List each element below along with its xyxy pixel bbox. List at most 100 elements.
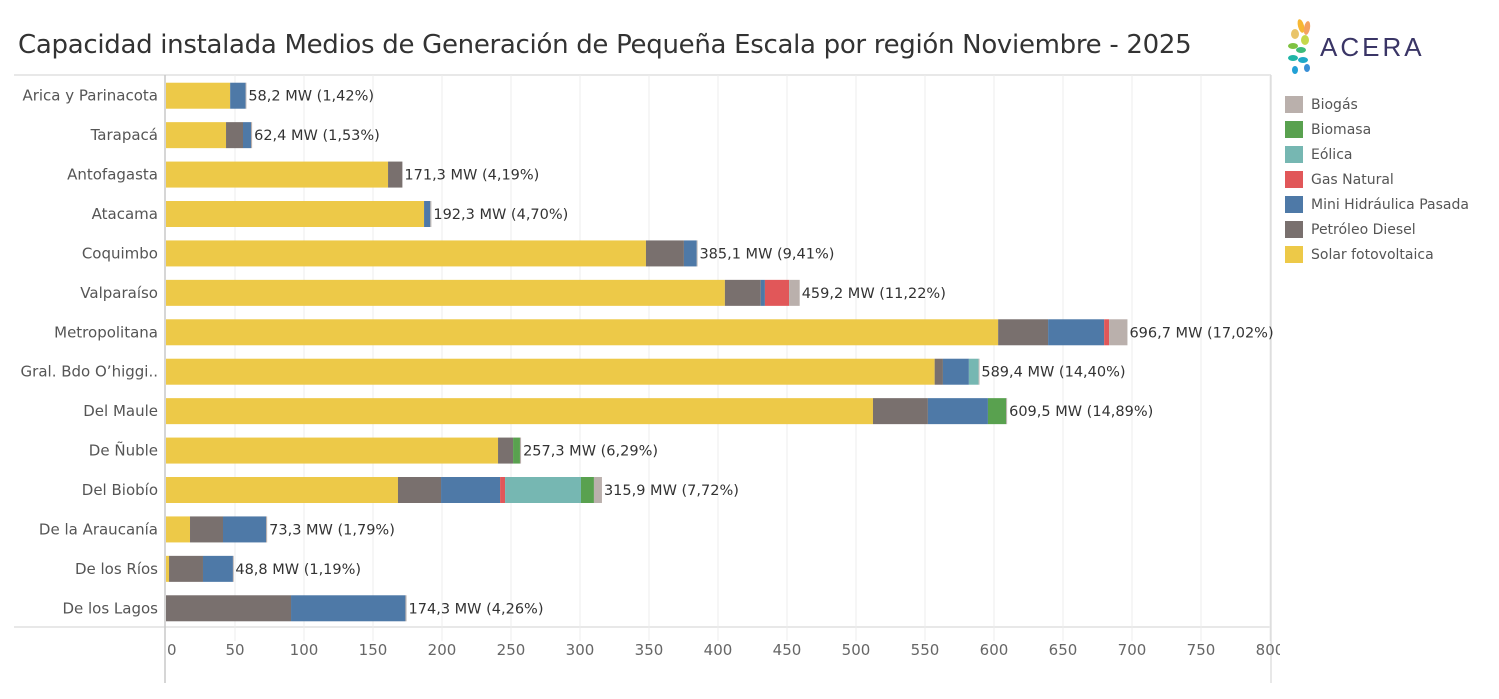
bar-segment-solar-fotovoltaica[interactable] (166, 279, 725, 306)
bar-segment-gas-natural[interactable] (1104, 319, 1110, 346)
bar-segment-mini-hidr-ulica-pasada[interactable] (1048, 319, 1105, 346)
data-label: 315,9 MW (7,72%) (604, 483, 739, 499)
bar-segment-biog-s[interactable] (430, 201, 432, 227)
bar-segment-petr-leo-diesel[interactable] (724, 279, 761, 306)
legend-label: Petróleo Diesel (1311, 221, 1416, 238)
bar-segment-petr-leo-diesel[interactable] (166, 595, 292, 622)
bar-segment-biog-s[interactable] (593, 477, 602, 503)
legend-item[interactable]: Gas Natural (1285, 167, 1469, 192)
acera-logo-text: ACERA (1320, 32, 1425, 62)
legend-item[interactable]: Biogás (1285, 92, 1469, 117)
x-tick-label: 250 (497, 641, 526, 659)
x-tick-label: 800 (1256, 641, 1280, 659)
chart-title: Capacidad instalada Medios de Generación… (18, 30, 1192, 60)
legend-label: Gas Natural (1311, 171, 1394, 188)
row-label: Gral. Bdo O’higgi.. (21, 363, 158, 381)
x-tick-label: 700 (1118, 641, 1147, 659)
legend-label: Biomasa (1311, 121, 1372, 138)
bar-segment-mini-hidr-ulica-pasada[interactable] (291, 595, 406, 622)
x-tick-label: 50 (225, 641, 244, 659)
bar-segment-petr-leo-diesel[interactable] (226, 122, 244, 149)
bar-segment-biog-s[interactable] (232, 555, 234, 582)
grid-lines (14, 74, 1272, 683)
bar-segment-biog-s[interactable] (519, 437, 522, 464)
bar-segment-petr-leo-diesel[interactable] (872, 398, 928, 425)
bar-segment-gas-natural[interactable] (500, 477, 506, 503)
data-label: 58,2 MW (1,42%) (248, 89, 374, 105)
bar-segment-mini-hidr-ulica-pasada[interactable] (927, 398, 988, 425)
bar-segment-biog-s[interactable] (696, 240, 698, 267)
x-tick-label: 600 (980, 641, 1009, 659)
bar-segment-petr-leo-diesel[interactable] (498, 437, 514, 464)
legend-swatch (1285, 96, 1303, 113)
bar-segment-petr-leo-diesel[interactable] (934, 358, 943, 385)
bar-segment-solar-fotovoltaica[interactable] (166, 477, 398, 503)
bar-segment-solar-fotovoltaica[interactable] (166, 122, 227, 149)
bar-segment-mini-hidr-ulica-pasada[interactable] (222, 516, 267, 543)
legend-label: Solar fotovoltaica (1311, 246, 1434, 263)
legend-swatch (1285, 171, 1303, 188)
row-label: Antofagasta (67, 166, 158, 184)
bar-segment-petr-leo-diesel[interactable] (169, 555, 203, 582)
bar-segment-biomasa[interactable] (513, 437, 520, 464)
bar-segment-biog-s[interactable] (405, 595, 407, 622)
bar-segment-mini-hidr-ulica-pasada[interactable] (683, 240, 697, 267)
legend-item[interactable]: Petróleo Diesel (1285, 217, 1469, 242)
legend-swatch (1285, 221, 1303, 238)
legend-item[interactable]: Solar fotovoltaica (1285, 242, 1469, 267)
row-label: Arica y Parinacota (22, 87, 158, 105)
bar-segment-biog-s[interactable] (251, 122, 253, 149)
bar-segment-petr-leo-diesel[interactable] (645, 240, 684, 267)
bar-segment-biog-s[interactable] (1109, 319, 1128, 346)
data-label: 609,5 MW (14,89%) (1009, 404, 1153, 420)
bar-segment-e-lica[interactable] (968, 358, 979, 385)
data-label: 589,4 MW (14,40%) (981, 365, 1125, 381)
bar-segment-solar-fotovoltaica[interactable] (166, 82, 231, 109)
bar-segment-solar-fotovoltaica[interactable] (166, 201, 425, 227)
bar-segment-solar-fotovoltaica[interactable] (166, 555, 170, 582)
bar-segment-mini-hidr-ulica-pasada[interactable] (760, 279, 765, 306)
bar-segment-petr-leo-diesel[interactable] (190, 516, 223, 543)
acera-logo-icon (1288, 19, 1311, 74)
bar-segment-e-lica[interactable] (505, 477, 581, 503)
legend-swatch (1285, 121, 1303, 138)
bar-segment-biomasa[interactable] (987, 398, 1007, 425)
x-tick-label: 350 (635, 641, 664, 659)
legend-swatch (1285, 246, 1303, 263)
bar-segment-solar-fotovoltaica[interactable] (166, 398, 873, 425)
bar-segment-mini-hidr-ulica-pasada[interactable] (230, 82, 246, 109)
legend-item[interactable]: Eólica (1285, 142, 1469, 167)
bar-segment-mini-hidr-ulica-pasada[interactable] (202, 555, 233, 582)
bar-segment-solar-fotovoltaica[interactable] (166, 358, 935, 385)
bar-segment-solar-fotovoltaica[interactable] (166, 437, 499, 464)
bar-segment-biog-s[interactable] (245, 82, 247, 109)
x-tick-label: 750 (1187, 641, 1216, 659)
bar-segment-solar-fotovoltaica[interactable] (166, 319, 999, 346)
data-label: 257,3 MW (6,29%) (523, 444, 658, 460)
x-tick-label: 500 (842, 641, 871, 659)
bar-segment-solar-fotovoltaica[interactable] (166, 516, 191, 543)
bar-segment-biog-s[interactable] (266, 516, 268, 543)
bar-segment-mini-hidr-ulica-pasada[interactable] (424, 201, 431, 227)
bar-segment-biomasa[interactable] (580, 477, 594, 503)
bar-segment-petr-leo-diesel[interactable] (388, 161, 403, 188)
bar-segment-biog-s[interactable] (1006, 398, 1008, 425)
row-labels: Arica y Parinacota Tarapacá Antofagasta Ata… (21, 87, 159, 618)
legend-item[interactable]: Biomasa (1285, 117, 1469, 142)
bar-segment-gas-natural[interactable] (764, 279, 790, 306)
data-label: 62,4 MW (1,53%) (254, 128, 380, 144)
bar-segment-mini-hidr-ulica-pasada[interactable] (441, 477, 501, 503)
bar-segment-mini-hidr-ulica-pasada[interactable] (942, 358, 969, 385)
bar-segment-petr-leo-diesel[interactable] (397, 477, 442, 503)
bar-segment-solar-fotovoltaica[interactable] (166, 240, 646, 267)
legend-item[interactable]: Mini Hidráulica Pasada (1285, 192, 1469, 217)
bar-segment-solar-fotovoltaica[interactable] (166, 161, 389, 188)
legend-label: Biogás (1311, 96, 1358, 113)
bar-segment-biog-s[interactable] (789, 279, 800, 306)
bar-segment-petr-leo-diesel[interactable] (998, 319, 1049, 346)
data-label: 174,3 MW (4,26%) (409, 601, 544, 617)
bars-layer (166, 82, 1128, 622)
bar-segment-biog-s[interactable] (978, 358, 980, 385)
bar-segment-mini-hidr-ulica-pasada[interactable] (243, 122, 252, 149)
row-label: Del Maule (83, 402, 158, 420)
